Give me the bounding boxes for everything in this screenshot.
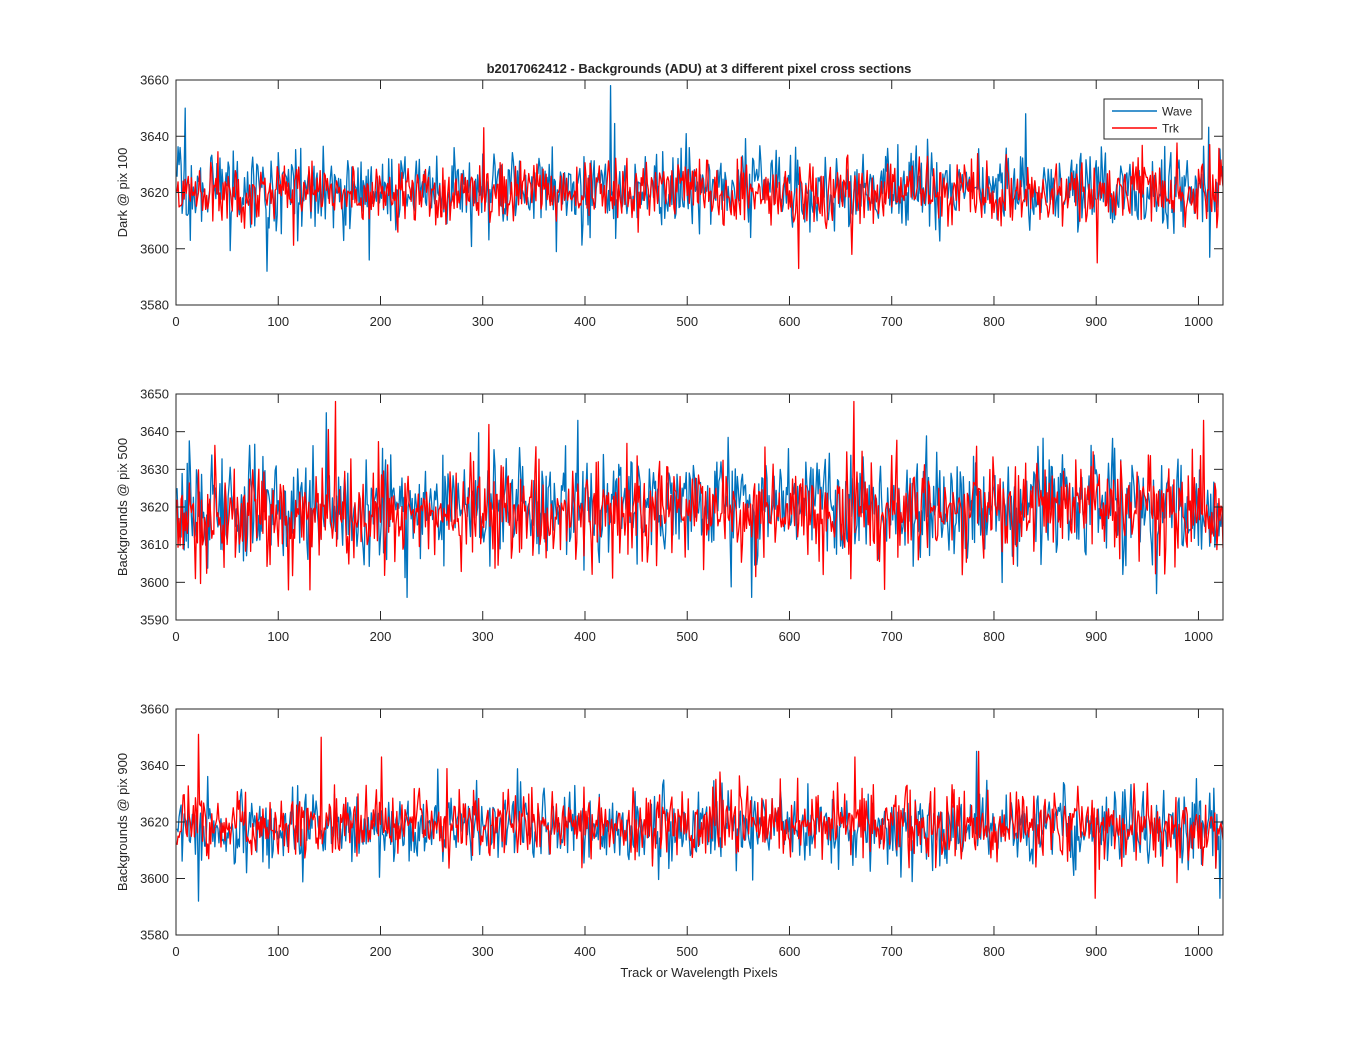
- y-tick-label: 3640: [140, 424, 169, 439]
- y-tick-label: 3640: [140, 758, 169, 773]
- x-tick-label: 800: [983, 944, 1005, 959]
- x-axis-label: Track or Wavelength Pixels: [620, 965, 778, 980]
- x-tick-label: 1000: [1184, 314, 1213, 329]
- series-line-trk: [176, 733, 1223, 899]
- x-tick-label: 200: [370, 314, 392, 329]
- x-tick-label: 500: [676, 944, 698, 959]
- x-tick-label: 500: [676, 314, 698, 329]
- x-tick-label: 800: [983, 629, 1005, 644]
- y-tick-label: 3600: [140, 241, 169, 256]
- x-tick-label: 700: [881, 944, 903, 959]
- x-tick-label: 400: [574, 314, 596, 329]
- x-tick-label: 0: [172, 944, 179, 959]
- y-tick-label: 3620: [140, 500, 169, 515]
- y-tick-label: 3650: [140, 387, 169, 402]
- series-group: [176, 400, 1223, 599]
- figure-title: b2017062412 - Backgrounds (ADU) at 3 dif…: [487, 61, 912, 76]
- y-axis-label: Backgrounds @ pix 900: [115, 753, 130, 891]
- x-tick-label: 0: [172, 629, 179, 644]
- x-tick-label: 100: [267, 944, 289, 959]
- y-tick-label: 3600: [140, 575, 169, 590]
- x-tick-label: 400: [574, 944, 596, 959]
- panel-3: 0 100 200 300 400 500 600 700 800 900 1000 3580 3600…: [115, 702, 1224, 959]
- panel-2: 0 100 200 300 400 500 600 700 800 900 1000 3590 3600…: [115, 387, 1224, 644]
- y-tick-label: 3630: [140, 462, 169, 477]
- x-tick-label: 300: [472, 944, 494, 959]
- y-tick-label: 3620: [140, 815, 169, 830]
- x-tick-label: 900: [1085, 314, 1107, 329]
- y-axis-label: Backgrounds @ pix 500: [115, 438, 130, 576]
- panel-1: 0 100 200 300 400 500 600 700 800 900 1000 3580 3600…: [115, 73, 1224, 329]
- x-tick-label: 300: [472, 629, 494, 644]
- x-tick-label: 900: [1085, 944, 1107, 959]
- y-tick-label: 3610: [140, 537, 169, 552]
- x-tick-label: 900: [1085, 629, 1107, 644]
- series-group: [176, 84, 1223, 272]
- x-tick-label: 700: [881, 629, 903, 644]
- x-tick-label: 0: [172, 314, 179, 329]
- x-tick-label: 1000: [1184, 629, 1213, 644]
- x-tick-label: 100: [267, 629, 289, 644]
- x-tick-label: 800: [983, 314, 1005, 329]
- x-tick-label: 100: [267, 314, 289, 329]
- x-tick-label: 200: [370, 629, 392, 644]
- x-tick-label: 400: [574, 629, 596, 644]
- y-tick-label: 3590: [140, 613, 169, 628]
- y-tick-label: 3620: [140, 185, 169, 200]
- x-tick-label: 700: [881, 314, 903, 329]
- x-tick-label: 500: [676, 629, 698, 644]
- y-tick-label: 3660: [140, 73, 169, 88]
- series-group: [176, 733, 1223, 902]
- panels: 0 100 200 300 400 500 600 700 800 900 100035803600…: [115, 73, 1224, 959]
- legend: Wave Trk: [1103, 98, 1203, 140]
- series-line-trk: [176, 127, 1223, 270]
- y-axis-label: Dark @ pix 100: [115, 148, 130, 238]
- y-tick-label: 3580: [140, 928, 169, 943]
- y-tick-label: 3600: [140, 871, 169, 886]
- x-tick-label: 300: [472, 314, 494, 329]
- x-tick-label: 600: [779, 314, 801, 329]
- x-tick-label: 600: [779, 629, 801, 644]
- y-tick-label: 3580: [140, 298, 169, 313]
- series-line-trk: [176, 400, 1223, 591]
- legend-label-trk: Trk: [1162, 122, 1180, 136]
- series-line-wave: [176, 84, 1223, 272]
- y-tick-label: 3660: [140, 702, 169, 717]
- x-tick-label: 1000: [1184, 944, 1213, 959]
- series-line-wave: [176, 750, 1223, 902]
- legend-box: [1103, 98, 1203, 140]
- y-tick-label: 3640: [140, 129, 169, 144]
- legend-label-wave: Wave: [1162, 105, 1193, 119]
- x-tick-label: 600: [779, 944, 801, 959]
- x-tick-label: 200: [370, 944, 392, 959]
